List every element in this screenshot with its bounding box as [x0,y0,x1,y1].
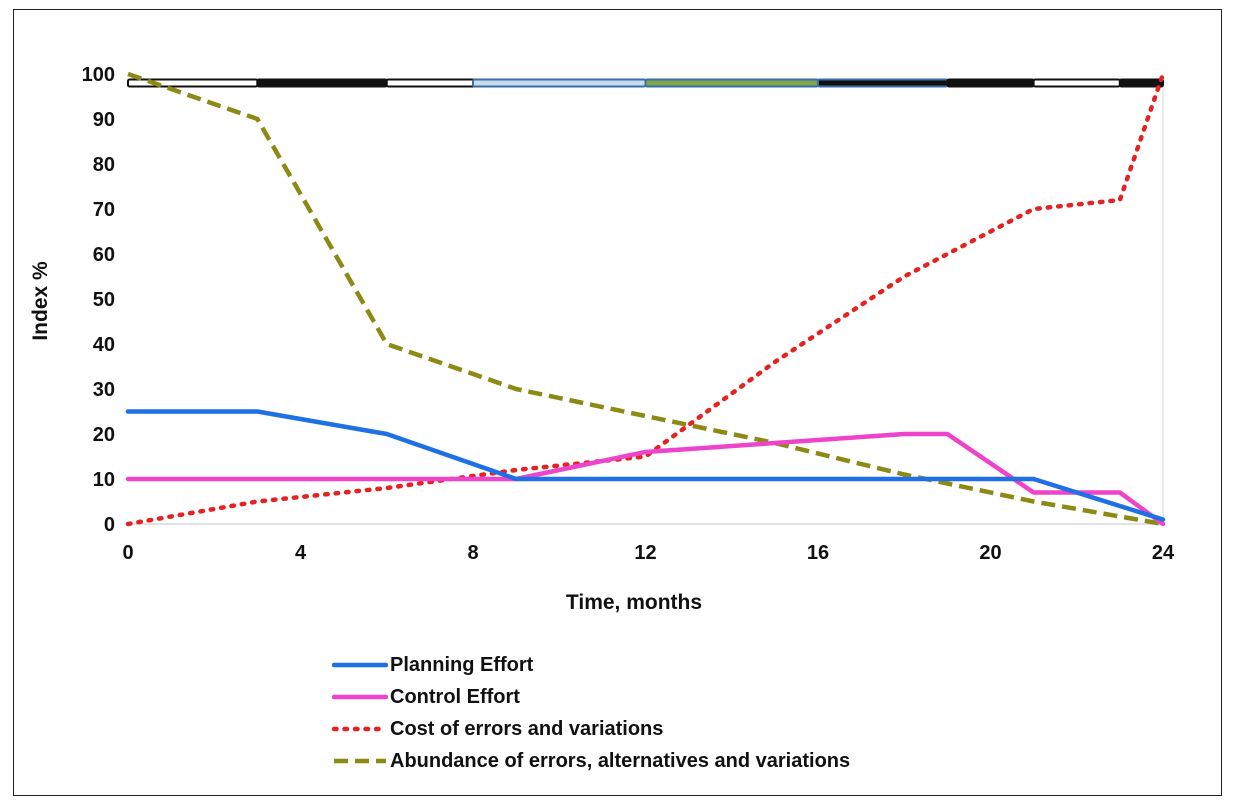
axes: 0 10 20 30 40 50 60 70 80 90 100 0 4 8 12 16 20 24 [82,64,1175,564]
y-tick-label: 60 [93,244,115,266]
timeline-segment [817,78,949,88]
y-tick-label: 10 [93,469,115,491]
legend-label: Control Effort [390,686,520,708]
timeline-segment [1118,78,1164,88]
x-tick-label: 4 [295,542,307,564]
series-line [127,71,1164,527]
legend-label: Abundance of errors, alternatives and va… [390,750,851,772]
chart-frame: 0 10 20 30 40 50 60 70 80 90 100 0 4 8 12 16 20 24 Time, … [13,9,1222,796]
series-line [125,431,1166,527]
x-tick-label: 16 [807,542,829,564]
legend-swatch [332,662,388,668]
timeline-segment [644,78,819,88]
x-tick-label: 8 [467,542,478,564]
y-tick-label: 30 [93,379,115,401]
legend-label: Planning Effort [390,654,534,676]
y-axis-title: Index % [29,261,52,341]
y-tick-label: 20 [93,424,115,446]
x-tick-label: 20 [979,542,1001,564]
timeline-segment [472,78,647,88]
y-tick-label: 80 [93,154,115,176]
y-tick-label: 100 [82,64,115,86]
timeline-segment [256,78,388,88]
legend-swatch [332,694,388,700]
y-tick-label: 70 [93,199,115,221]
x-tick-label: 0 [122,542,133,564]
series-line [125,71,1166,527]
y-tick-label: 90 [93,109,115,131]
x-tick-label: 24 [1152,542,1175,564]
series-lines [125,71,1166,527]
y-tick-label: 50 [93,289,115,311]
timeline-segment [1032,78,1121,88]
series-line [125,409,1166,522]
legend-swatch [332,726,388,732]
y-tick-label: 40 [93,334,115,356]
timeline-bar [127,78,1164,88]
legend-swatch [334,758,386,764]
timeline-segment [946,78,1035,88]
y-tick-label: 0 [104,514,115,536]
legend-label: Cost of errors and variations [390,718,664,740]
line-chart: 0 10 20 30 40 50 60 70 80 90 100 0 4 8 12 16 20 24 Time, … [29,64,1175,614]
x-tick-label: 12 [634,542,656,564]
x-axis-title: Time, months [566,591,702,614]
